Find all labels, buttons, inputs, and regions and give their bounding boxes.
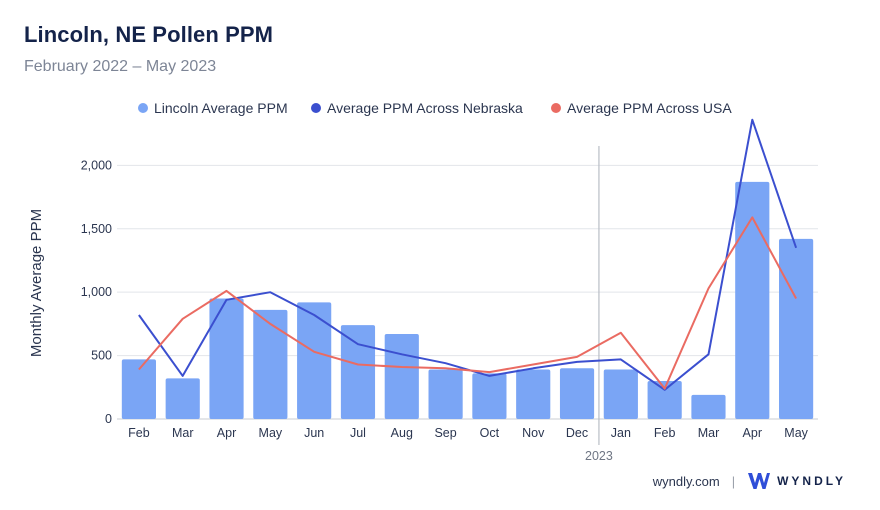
y-tick-label: 500 [91, 349, 112, 363]
x-tick-label: Mar [172, 426, 194, 440]
legend-item-usa[interactable]: Average PPM Across USA [551, 100, 732, 116]
x-tick-label: May [784, 426, 808, 440]
bar-lincoln [603, 369, 638, 419]
bar-lincoln [297, 302, 332, 419]
wyndly-logo[interactable]: WYNDLY [747, 472, 846, 490]
y-tick-label: 2,000 [81, 158, 112, 172]
legend: Lincoln Average PPM Average PPM Across N… [138, 100, 732, 116]
site-link[interactable]: wyndly.com [652, 473, 720, 489]
bar-lincoln [779, 238, 814, 419]
bar-lincoln [165, 378, 200, 419]
y-tick-label: 1,500 [81, 222, 112, 236]
legend-marker-nebraska [311, 103, 321, 113]
legend-marker-lincoln [138, 103, 148, 113]
bar-lincoln [428, 369, 463, 419]
chart-title: Lincoln, NE Pollen PPM [24, 22, 274, 47]
x-tick-label: May [259, 426, 283, 440]
x-tick-label: Apr [217, 426, 236, 440]
x-tick-label: Feb [128, 426, 150, 440]
x-tick-label: Feb [654, 426, 676, 440]
wyndly-logo-text: WYNDLY [777, 474, 846, 488]
x-tick-label: Sep [434, 426, 456, 440]
bar-lincoln [647, 380, 682, 419]
x-tick-label: Jul [350, 426, 366, 440]
legend-label-nebraska: Average PPM Across Nebraska [327, 100, 523, 116]
bar-lincoln [384, 334, 419, 419]
legend-label-usa: Average PPM Across USA [567, 100, 732, 116]
x-tick-label: Nov [522, 426, 545, 440]
y-axis-title: Monthly Average PPM [28, 209, 45, 357]
bar-lincoln [340, 325, 376, 419]
footer: wyndly.com | WYNDLY [653, 472, 846, 490]
legend-marker-usa [551, 103, 561, 113]
y-tick-label: 1,000 [81, 285, 112, 299]
bar-lincoln [121, 359, 156, 419]
footer-separator: | [731, 473, 736, 489]
year-label: 2023 [585, 449, 613, 463]
chart-subtitle: February 2022 – May 2023 [24, 58, 217, 75]
x-tick-label: Aug [391, 426, 413, 440]
wyndly-logo-icon [748, 473, 771, 489]
legend-item-lincoln[interactable]: Lincoln Average PPM [138, 100, 288, 116]
line-usa [138, 216, 797, 390]
x-tick-label: Jan [611, 426, 631, 440]
x-tick-label: Dec [566, 426, 588, 440]
x-tick-label: Apr [743, 426, 762, 440]
bar-lincoln [209, 298, 244, 419]
bar-lincoln [253, 309, 288, 419]
legend-item-nebraska[interactable]: Average PPM Across Nebraska [311, 100, 523, 116]
x-tick-label: Jun [304, 426, 324, 440]
x-tick-label: Oct [480, 426, 500, 440]
x-tick-label: Mar [698, 426, 720, 440]
legend-label-lincoln: Lincoln Average PPM [154, 100, 288, 116]
y-tick-label: 0 [105, 412, 112, 426]
bar-lincoln [735, 181, 770, 419]
bar-lincoln [472, 373, 507, 419]
bar-lincoln [691, 394, 726, 419]
bar-lincoln [516, 369, 551, 419]
bar-lincoln [559, 368, 595, 419]
